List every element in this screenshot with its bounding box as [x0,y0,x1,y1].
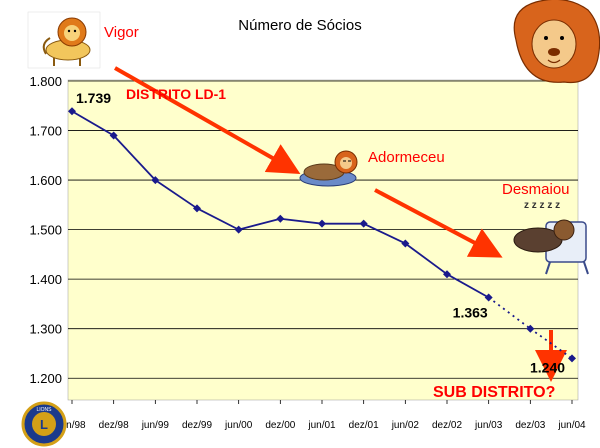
data-point [401,239,410,248]
series-layer [68,107,576,363]
series-line [238,217,281,231]
y-tick-label: 1.600 [29,173,62,188]
x-tick-label: dez/01 [349,420,379,431]
data-point [276,214,285,223]
data-point [151,176,160,185]
data-point [443,270,451,279]
data-labels: 1.739 1.363 1.240 [76,90,565,375]
y-tick-label: 1.500 [29,223,62,238]
zzz-text: z z z z z [524,200,560,211]
y-tick-label: 1.800 [29,74,62,89]
vigor-label: Vigor [104,24,139,41]
x-tick-label: jun/02 [391,420,420,431]
data-point [359,219,368,228]
lion-head-icon [513,0,600,84]
series-line [280,217,323,225]
data-point [484,293,493,302]
data-point [109,131,118,140]
x-tick-label: jun/01 [307,420,336,431]
series-line [154,179,198,210]
series-line-projected [488,296,531,330]
y-tick-label: 1.400 [29,272,62,287]
series-line [196,207,240,231]
series-line [446,273,490,299]
x-tick-label: dez/02 [432,420,462,431]
sub-distrito-label: SUB DISTRITO? [433,384,555,401]
data-label: 1.363 [453,304,488,320]
y-axis: 1.200 1.300 1.400 1.500 1.600 1.700 1.800 [29,74,62,386]
x-axis: jun/98 dez/98 jun/99 dez/99 jun/00 dez/00 jun/… [57,400,586,431]
data-point [193,204,201,213]
data-point [526,324,535,333]
sleeping-lion-icon [299,150,358,187]
data-point [318,219,326,228]
adormeceu-label: Adormeceu [368,149,445,166]
desmaiou-label: Desmaiou [502,181,570,198]
lion-vigor-icon [27,11,101,69]
svg-text:L: L [40,417,48,432]
series-line [404,242,448,275]
series-line-projected [529,327,573,360]
y-tick-label: 1.200 [29,371,62,386]
data-label: 1.240 [530,359,565,375]
x-tick-label: jun/98 [57,420,86,431]
data-point [234,225,243,234]
trend-arrow-2 [374,188,503,258]
data-label: 1.739 [76,90,111,106]
x-tick-label: jun/03 [474,420,503,431]
x-tick-label: dez/99 [182,420,212,431]
data-point [68,107,76,116]
series-line [113,134,156,181]
chart-title: Número de Sócios [238,17,361,34]
x-tick-label: jun/00 [224,420,253,431]
plot-area [67,79,579,401]
x-tick-label: jun/99 [141,420,170,431]
distrito-label: DISTRITO LD-1 [126,86,226,102]
y-tick-label: 1.700 [29,124,62,139]
x-tick-label: dez/00 [265,420,295,431]
trend-arrow-1 [114,66,301,174]
x-tick-label: dez/98 [99,420,129,431]
y-tick-label: 1.300 [29,322,62,337]
series-line [363,222,406,245]
data-point [568,354,576,363]
fainted-lion-icon: z z z z z [513,200,589,275]
x-tick-label: jun/04 [557,420,586,431]
lions-logo-text: LIONS [36,407,52,413]
series-line [71,110,115,137]
x-tick-label: dez/03 [515,420,545,431]
lions-logo-icon: L LIONS [21,401,67,447]
